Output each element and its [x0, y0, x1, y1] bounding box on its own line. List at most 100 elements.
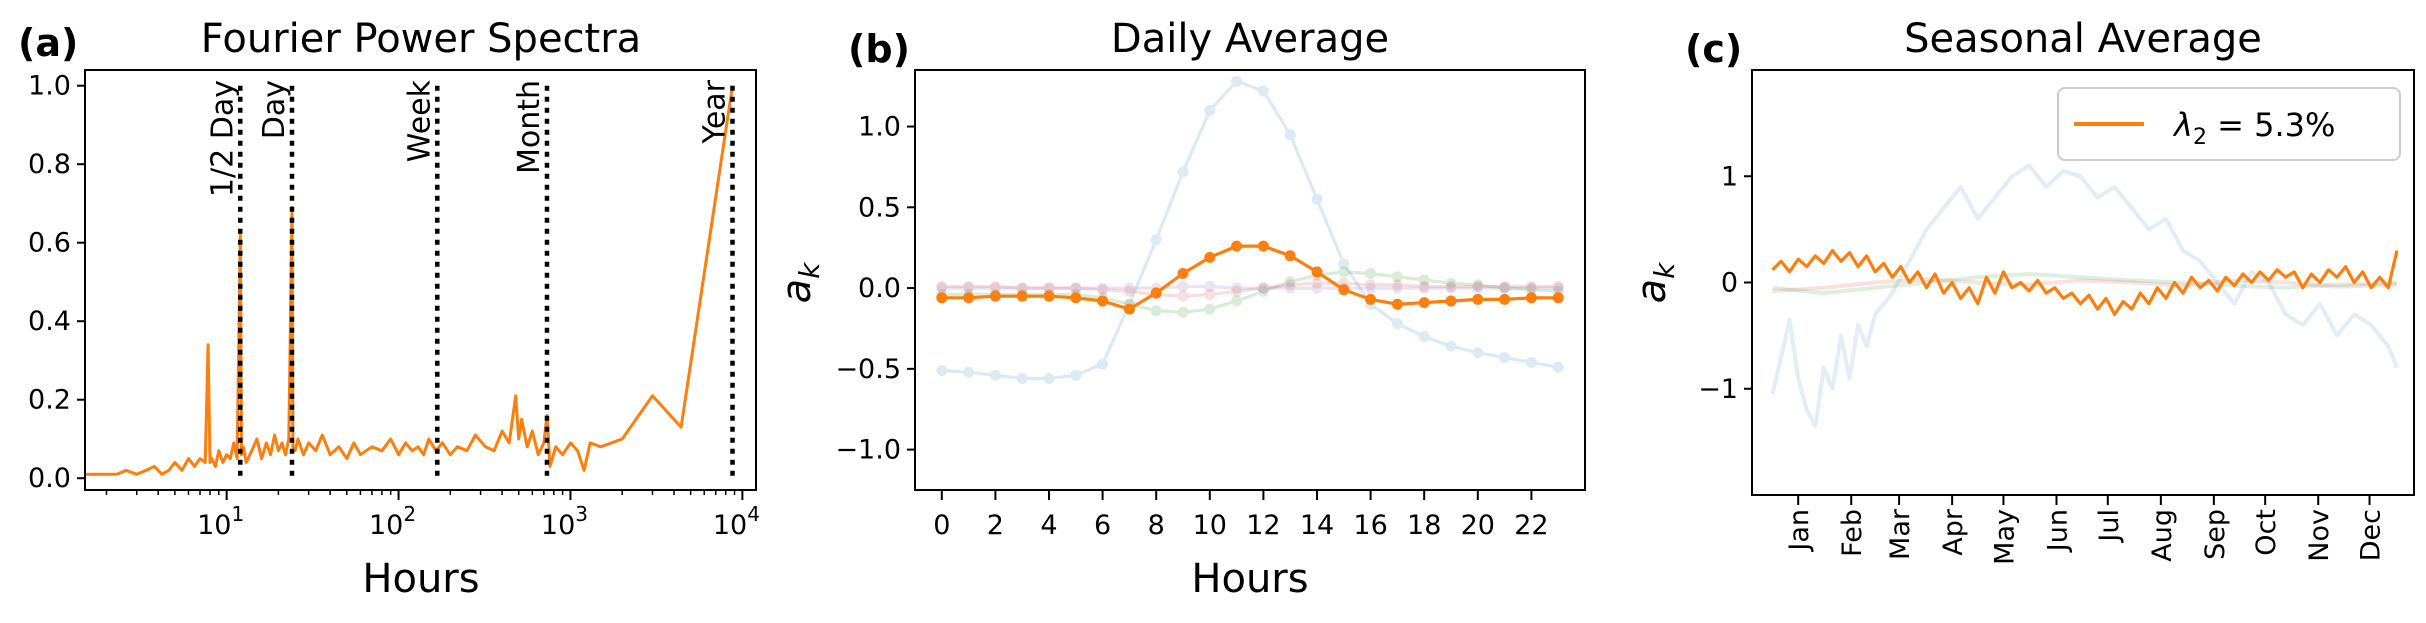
daily-point-0-1 [963, 366, 975, 378]
daily-point-1-20 [1472, 279, 1484, 291]
daily-point-4-13 [1284, 250, 1296, 262]
daily-point-3-4 [1043, 282, 1055, 294]
daily-point-3-9 [1177, 280, 1189, 292]
daily-point-3-12 [1257, 282, 1269, 294]
daily-point-2-9 [1177, 290, 1189, 302]
panel-b-xlabel: Hours [1191, 556, 1308, 602]
daily-point-4-11 [1231, 240, 1243, 252]
b-xtick-label-3: 6 [1094, 510, 1111, 541]
b-xtick-label-8: 16 [1353, 510, 1387, 541]
panel-b-title: Daily Average [1111, 16, 1389, 62]
b-ytick-label-2: 0.0 [858, 273, 901, 304]
daily-point-0-23 [1552, 361, 1564, 373]
daily-point-2-22 [1525, 280, 1537, 292]
seasonal-series-2 [1772, 277, 2397, 293]
daily-point-1-15 [1338, 266, 1350, 278]
daily-point-3-2 [989, 282, 1001, 294]
b-xtick-label-1: 2 [987, 510, 1004, 541]
daily-point-2-19 [1445, 280, 1457, 292]
panel-c: (c) Seasonal Average −1 0 1 Jan Feb Mar Apr May… [1629, 16, 2415, 565]
panel-b-ylabel-main: a [774, 279, 820, 304]
a-ytick-label-2: 0.4 [28, 306, 71, 337]
daily-point-0-9 [1177, 166, 1189, 178]
daily-point-3-16 [1365, 282, 1377, 294]
daily-point-2-13 [1284, 279, 1296, 291]
a-ytick-label-0: 0.0 [28, 463, 71, 494]
daily-point-4-17 [1391, 298, 1403, 310]
b-ytick-label-3: 0.5 [858, 192, 901, 223]
legend-symbol: λ [2172, 106, 2193, 144]
c-month-label-10: Nov [2304, 509, 2335, 562]
daily-point-1-11 [1231, 295, 1243, 307]
daily-point-4-2 [989, 290, 1001, 302]
panel-b: (b) Daily Average −1.0 −0.5 0.0 0.5 1.0 0 2 4 6 8… [774, 16, 1586, 602]
daily-point-4-8 [1150, 287, 1162, 299]
panel-a-title: Fourier Power Spectra [201, 16, 641, 62]
c-month-label-0: Jan [1784, 509, 1815, 553]
c-month-label-4: May [1989, 509, 2020, 565]
daily-point-2-7 [1123, 285, 1135, 297]
panel-a-xlabel: Hours [362, 556, 479, 602]
panel-c-ylabel-sub: k [1648, 261, 1681, 279]
daily-point-4-5 [1070, 292, 1082, 304]
daily-point-0-14 [1311, 193, 1323, 205]
daily-point-0-2 [989, 369, 1001, 381]
daily-point-3-21 [1499, 282, 1511, 294]
daily-series-line-3 [941, 284, 1559, 290]
daily-point-4-10 [1204, 251, 1216, 263]
daily-point-3-22 [1525, 282, 1537, 294]
daily-point-4-9 [1177, 268, 1189, 280]
daily-point-4-12 [1257, 240, 1269, 252]
daily-point-1-16 [1365, 268, 1377, 280]
daily-point-2-21 [1499, 280, 1511, 292]
daily-point-4-14 [1311, 266, 1323, 278]
daily-point-0-19 [1445, 340, 1457, 352]
daily-point-2-20 [1472, 280, 1484, 292]
daily-point-3-11 [1231, 282, 1243, 294]
panel-c-ticks: −1 0 1 Jan Feb Mar Apr May Jun Jul Aug Sep Oct Nov Dec [1698, 161, 2386, 565]
daily-point-1-12 [1257, 285, 1269, 297]
daily-point-4-16 [1365, 293, 1377, 305]
c-month-label-7: Aug [2147, 509, 2178, 562]
b-xtick-label-0: 0 [933, 510, 950, 541]
seasonal-series-line-0 [1770, 163, 2399, 428]
daily-point-4-6 [1097, 295, 1109, 307]
daily-point-1-8 [1150, 305, 1162, 317]
panel-a-letter: (a) [18, 21, 78, 65]
daily-point-3-5 [1070, 282, 1082, 294]
daily-point-2-12 [1257, 282, 1269, 294]
daily-series-0 [936, 75, 1564, 385]
legend-value: = 5.3% [2207, 106, 2335, 144]
daily-point-4-18 [1418, 297, 1430, 309]
b-ytick-label-4: 1.0 [858, 112, 901, 143]
daily-point-0-20 [1472, 347, 1484, 359]
daily-point-2-17 [1391, 279, 1403, 291]
daily-point-3-17 [1391, 282, 1403, 294]
seasonal-series-1 [1772, 272, 2397, 296]
period-label-1: Day [257, 80, 292, 139]
daily-point-0-15 [1338, 258, 1350, 270]
daily-point-3-7 [1123, 282, 1135, 294]
panel-b-frame [914, 69, 1586, 491]
daily-point-4-21 [1499, 293, 1511, 305]
daily-point-3-20 [1472, 282, 1484, 294]
daily-point-0-6 [1097, 358, 1109, 370]
daily-point-2-23 [1552, 280, 1564, 292]
c-ytick-label-2: 1 [1721, 161, 1738, 192]
c-month-label-9: Oct [2251, 509, 2282, 556]
c-month-label-1: Feb [1837, 509, 1868, 557]
daily-point-0-13 [1284, 129, 1296, 141]
a-xtick-label-2: 103 [541, 502, 588, 541]
panel-b-ylabel-sub: k [793, 261, 826, 279]
a-ytick-label-3: 0.6 [28, 228, 71, 259]
daily-point-0-3 [1016, 373, 1028, 385]
b-xtick-label-11: 22 [1514, 510, 1548, 541]
legend-box [2057, 87, 2401, 161]
c-month-label-8: Sep [2200, 509, 2231, 560]
panel-a-plot-area: 1/2 Day Day Week Month Year [85, 79, 735, 479]
daily-point-2-14 [1311, 277, 1323, 289]
daily-point-1-18 [1418, 274, 1430, 286]
panel-c-legend: λ2 = 5.3% [2057, 87, 2401, 161]
period-label-0: 1/2 Day [205, 80, 240, 197]
daily-series-line-1 [941, 270, 1559, 314]
